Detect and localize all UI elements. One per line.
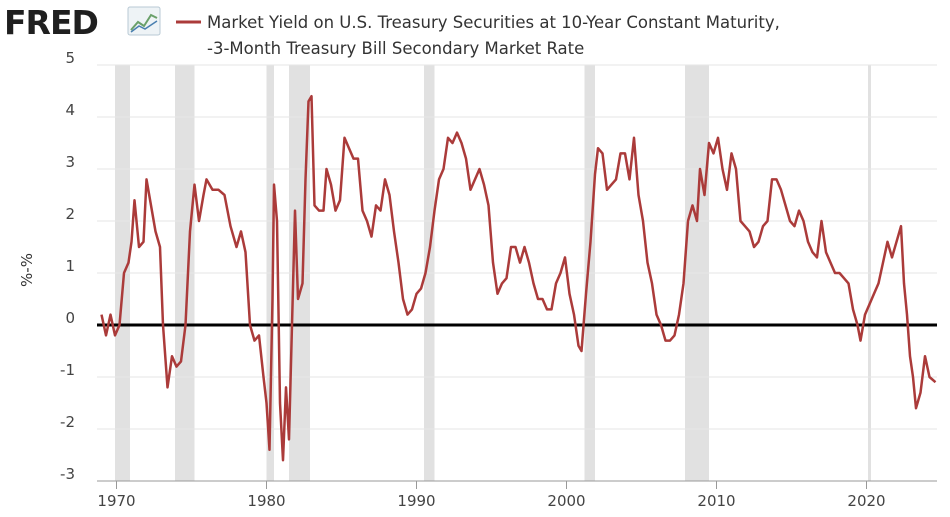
chart-title-line: Market Yield on U.S. Treasury Securities…	[207, 13, 780, 32]
y-axis-label: %-%	[18, 253, 36, 287]
x-tick-label: 2020	[847, 492, 885, 510]
x-tick-label: 2010	[697, 492, 735, 510]
x-tick-label: 1980	[247, 492, 285, 510]
x-tick-label: 1990	[397, 492, 435, 510]
x-tick-label: 1970	[97, 492, 135, 510]
y-tick-label: -1	[60, 361, 75, 379]
y-tick-label: 1	[65, 257, 75, 275]
y-tick-label: 0	[65, 309, 75, 327]
data-line	[100, 94, 937, 462]
y-tick-label: 3	[65, 153, 75, 171]
y-tick-label: 4	[65, 101, 75, 119]
x-tick-label: 2000	[547, 492, 585, 510]
chart-title-line: -3-Month Treasury Bill Secondary Market …	[207, 39, 584, 58]
y-tick-label: 2	[65, 205, 75, 223]
y-tick-label: -3	[60, 465, 75, 483]
brand-logo: FRED	[4, 3, 98, 42]
y-tick-label: -2	[60, 413, 75, 431]
logo-icon	[127, 6, 161, 36]
y-tick-label: 5	[65, 49, 75, 67]
